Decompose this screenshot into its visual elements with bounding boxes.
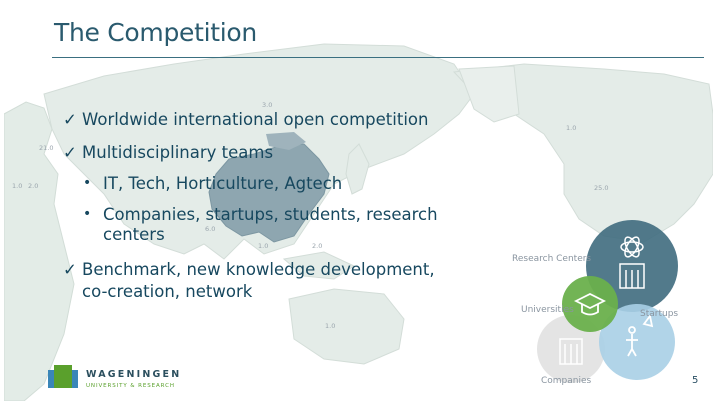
map-label: 25.0 (594, 184, 609, 192)
title-divider (52, 57, 704, 58)
atom-building-icon (619, 236, 645, 289)
bullet-text: IT, Tech, Horticulture, Agtech (103, 174, 343, 193)
map-highlight-russia-east (266, 132, 306, 150)
map-label: 2.0 (312, 242, 323, 250)
bullet-text: centers (103, 225, 165, 244)
bullet-text: Companies, startups, students, research (103, 205, 438, 224)
map-land-japan (345, 143, 370, 195)
world-map-background (4, 43, 713, 401)
bullet-text: Multidisciplinary teams (82, 143, 274, 162)
map-label: 1.0 (258, 242, 269, 250)
bullet-text: co-creation, network (82, 282, 253, 301)
sub-bullet-item: • Companies, startups, students, researc… (83, 204, 438, 225)
map-land-europe-africa (4, 101, 75, 401)
map-label: 1.0 (325, 322, 336, 330)
map-label: 1.0 (566, 124, 577, 132)
slide: 3.0 1.0 25.0 6.0 2.0 1.0 1.0 2.0 1.0 21.… (4, 4, 713, 401)
slide-title: The Competition (54, 18, 257, 47)
bullet-list: ✓ Worldwide international open competiti… (4, 4, 713, 401)
wur-logo-mark (48, 365, 78, 388)
startups-label: Startups (640, 309, 679, 319)
map-land-islands (282, 251, 356, 280)
graduation-cap-icon (573, 292, 607, 316)
universities-circle (562, 276, 618, 332)
office-building-icon (559, 338, 583, 365)
map-label: 3.0 (262, 101, 273, 109)
checkmark-icon: ✓ (63, 110, 77, 129)
map-label: 2.0 (28, 182, 39, 190)
universities-label: Universities (521, 305, 574, 315)
map-land-asia (43, 43, 475, 260)
page-number: 5 (692, 375, 699, 386)
checkmark-icon: ✓ (63, 143, 77, 162)
bullet-text: Benchmark, new knowledge development, (82, 260, 435, 279)
checkmark-icon: ✓ (63, 260, 77, 279)
bullet-item: ✓ Benchmark, new knowledge development, (63, 259, 435, 280)
rocket-person-icon (626, 313, 654, 357)
startups-circle (599, 304, 675, 380)
bullet-dot-icon: • (83, 206, 92, 222)
map-land-alaska (458, 65, 520, 123)
logo-title: WAGENINGEN (86, 369, 182, 380)
bullet-text: Worldwide international open competition (82, 110, 429, 129)
bullet-item: ✓ Worldwide international open competiti… (63, 109, 429, 130)
map-label: 1.0 (12, 182, 23, 190)
map-label: 6.0 (205, 225, 216, 233)
bullet-dot-icon: • (83, 175, 92, 191)
research-centers-label: Research Centers (512, 254, 592, 264)
sub-bullet-continuation: centers (103, 224, 165, 245)
logo-subtitle: UNIVERSITY & RESEARCH (86, 383, 175, 389)
bullet-item: ✓ Multidisciplinary teams (63, 142, 274, 163)
companies-label: Companies (541, 376, 592, 386)
map-label: 21.0 (39, 144, 54, 152)
bullet-continuation: co-creation, network (82, 281, 252, 302)
sub-bullet-item: • IT, Tech, Horticulture, Agtech (83, 173, 343, 194)
map-land-australia (288, 288, 405, 365)
